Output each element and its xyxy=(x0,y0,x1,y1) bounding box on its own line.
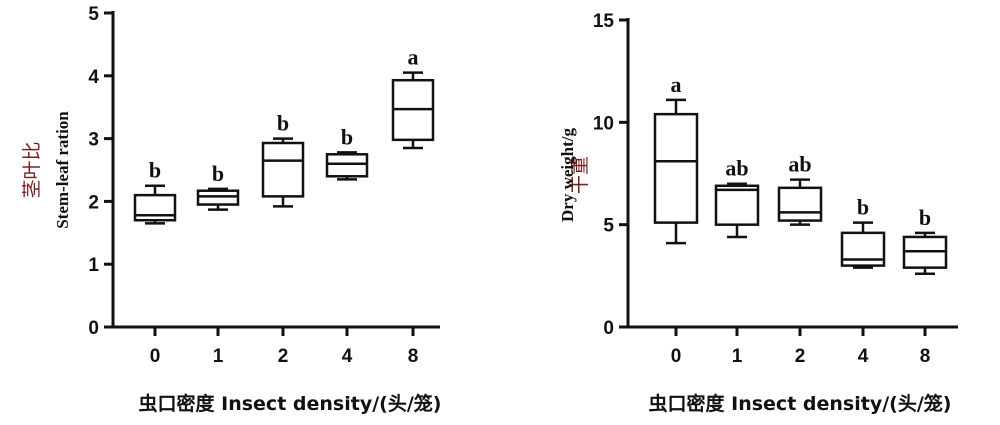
y-axis-label-en: Dry weight/g xyxy=(558,128,577,222)
y-axis-label-en: Stem-leaf ration xyxy=(53,111,72,229)
y-tick-label: 5 xyxy=(88,4,99,25)
x-tick-label: 8 xyxy=(408,346,419,367)
box-1: b xyxy=(196,161,240,211)
iqr-box xyxy=(653,112,699,224)
box-8: a xyxy=(391,45,435,150)
y-axis-label-cn: 干重 xyxy=(569,156,591,194)
x-tick-label: 8 xyxy=(920,346,931,367)
y-tick-label: 5 xyxy=(603,216,614,237)
box-1: ab xyxy=(714,156,760,239)
x-tick-label: 4 xyxy=(342,346,353,367)
y-axis-label-cn: 茎叶比 xyxy=(21,141,43,198)
significance-letter: a xyxy=(671,72,682,97)
x-tick-label: 2 xyxy=(795,346,806,367)
significance-letter: ab xyxy=(725,156,748,181)
x-tick-label: 2 xyxy=(278,346,289,367)
y-tick-label: 0 xyxy=(603,318,614,339)
box-0: a xyxy=(653,72,699,245)
box-2: b xyxy=(261,111,305,208)
iqr-box xyxy=(325,153,369,178)
x-tick-label: 1 xyxy=(732,346,743,367)
box-8: b xyxy=(902,205,948,276)
significance-letter: a xyxy=(408,45,419,70)
y-tick-label: 15 xyxy=(593,11,615,32)
significance-letter: b xyxy=(149,158,161,183)
x-tick-label: 0 xyxy=(671,346,682,367)
y-tick-label: 1 xyxy=(88,255,99,276)
significance-letter: ab xyxy=(788,152,811,177)
stem-leaf-ratio-chart: 0 1 2 3 4 5 0 1 2 4 8 b b b b a 茎叶比 Stem-leaf ration 虫口密度 … xyxy=(21,4,441,415)
y-tick-label: 2 xyxy=(88,192,99,213)
significance-letter: b xyxy=(277,111,289,136)
significance-letter: b xyxy=(919,205,931,230)
significance-letter: b xyxy=(857,195,869,220)
iqr-box xyxy=(261,141,305,198)
significance-letter: b xyxy=(341,124,353,149)
y-tick-label: 0 xyxy=(88,318,99,339)
y-tick-label: 4 xyxy=(88,67,99,88)
x-tick-label: 4 xyxy=(858,346,869,367)
x-tick-label: 0 xyxy=(150,346,161,367)
iqr-box xyxy=(777,186,823,222)
iqr-box xyxy=(196,189,240,206)
box-4: b xyxy=(325,124,369,181)
significance-letter: b xyxy=(212,161,224,186)
box-0: b xyxy=(133,158,177,225)
iqr-box xyxy=(714,184,760,226)
box-2: ab xyxy=(777,152,823,226)
iqr-box xyxy=(133,193,177,222)
y-tick-label: 10 xyxy=(593,113,614,134)
y-tick-label: 3 xyxy=(88,130,99,151)
x-tick-label: 1 xyxy=(213,346,224,367)
x-axis-label: 虫口密度 Insect density/(头/笼) xyxy=(139,392,442,415)
x-axis-label: 虫口密度 Insect density/(头/笼) xyxy=(649,392,952,415)
box-4: b xyxy=(840,195,886,269)
